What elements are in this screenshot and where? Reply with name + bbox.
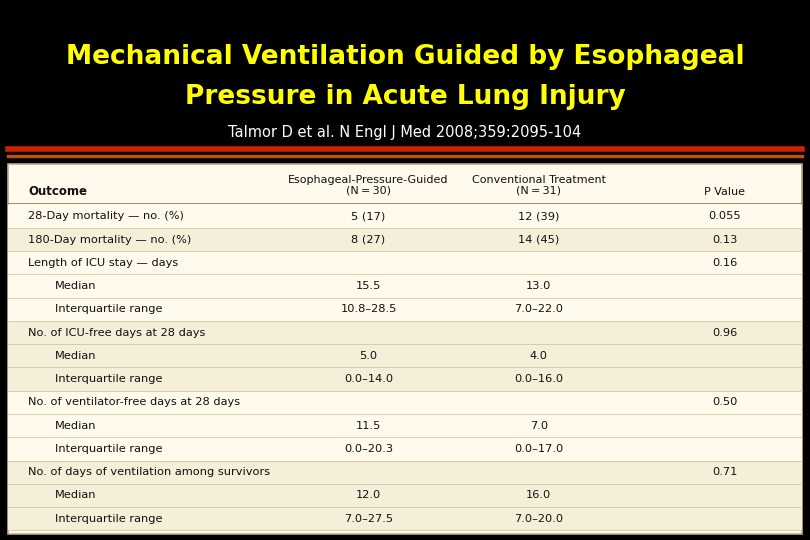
Text: No. of ICU-free days at 28 days: No. of ICU-free days at 28 days [28, 328, 206, 338]
Text: (N = 31): (N = 31) [516, 186, 561, 195]
Text: 0.0–14.0: 0.0–14.0 [344, 374, 393, 384]
Text: 28-Day mortality — no. (%): 28-Day mortality — no. (%) [28, 211, 184, 221]
Text: 12 (39): 12 (39) [518, 211, 560, 221]
Text: 7.0–20.0: 7.0–20.0 [514, 514, 563, 524]
Text: 16.0: 16.0 [526, 490, 552, 501]
Text: Mechanical Ventilation Guided by Esophageal: Mechanical Ventilation Guided by Esophag… [66, 44, 744, 70]
Text: 0.13: 0.13 [712, 234, 738, 245]
Text: 0.055: 0.055 [709, 211, 741, 221]
Text: 7.0–22.0: 7.0–22.0 [514, 305, 563, 314]
Text: 14 (45): 14 (45) [518, 234, 559, 245]
Text: Median: Median [55, 351, 96, 361]
Text: 0.96: 0.96 [712, 328, 738, 338]
Text: 4.0: 4.0 [530, 351, 548, 361]
Text: Talmor D et al. N Engl J Med 2008;359:2095-104: Talmor D et al. N Engl J Med 2008;359:20… [228, 125, 582, 140]
Text: 0.0–20.3: 0.0–20.3 [344, 444, 393, 454]
Text: 11.5: 11.5 [356, 421, 382, 430]
Text: Conventional Treatment: Conventional Treatment [471, 175, 606, 185]
Text: P Value: P Value [705, 187, 745, 197]
Text: Esophageal-Pressure-Guided: Esophageal-Pressure-Guided [288, 175, 449, 185]
Text: 8 (27): 8 (27) [352, 234, 386, 245]
Text: No. of ventilator-free days at 28 days: No. of ventilator-free days at 28 days [28, 397, 241, 407]
Text: Pressure in Acute Lung Injury: Pressure in Acute Lung Injury [185, 84, 625, 110]
Text: 0.0–17.0: 0.0–17.0 [514, 444, 563, 454]
Text: 0.71: 0.71 [712, 467, 738, 477]
Text: 5 (17): 5 (17) [352, 211, 386, 221]
Text: Interquartile range: Interquartile range [55, 305, 163, 314]
Text: Median: Median [55, 281, 96, 291]
Text: (N = 30): (N = 30) [346, 186, 391, 195]
Text: 15.5: 15.5 [356, 281, 382, 291]
Text: 13.0: 13.0 [526, 281, 552, 291]
Text: Length of ICU stay — days: Length of ICU stay — days [28, 258, 178, 268]
Text: Median: Median [55, 421, 96, 430]
Text: No. of days of ventilation among survivors: No. of days of ventilation among survivo… [28, 467, 271, 477]
Text: 7.0–27.5: 7.0–27.5 [344, 514, 393, 524]
Text: 180-Day mortality — no. (%): 180-Day mortality — no. (%) [28, 234, 192, 245]
Text: 5.0: 5.0 [360, 351, 377, 361]
Text: Interquartile range: Interquartile range [55, 514, 163, 524]
Text: 7.0: 7.0 [530, 421, 548, 430]
Text: 0.0–16.0: 0.0–16.0 [514, 374, 563, 384]
Text: Interquartile range: Interquartile range [55, 444, 163, 454]
Text: 0.16: 0.16 [712, 258, 738, 268]
Text: 12.0: 12.0 [356, 490, 382, 501]
Text: Interquartile range: Interquartile range [55, 374, 163, 384]
Text: Outcome: Outcome [28, 185, 87, 198]
Text: 0.50: 0.50 [712, 397, 738, 407]
Text: 10.8–28.5: 10.8–28.5 [340, 305, 397, 314]
Text: Median: Median [55, 490, 96, 501]
